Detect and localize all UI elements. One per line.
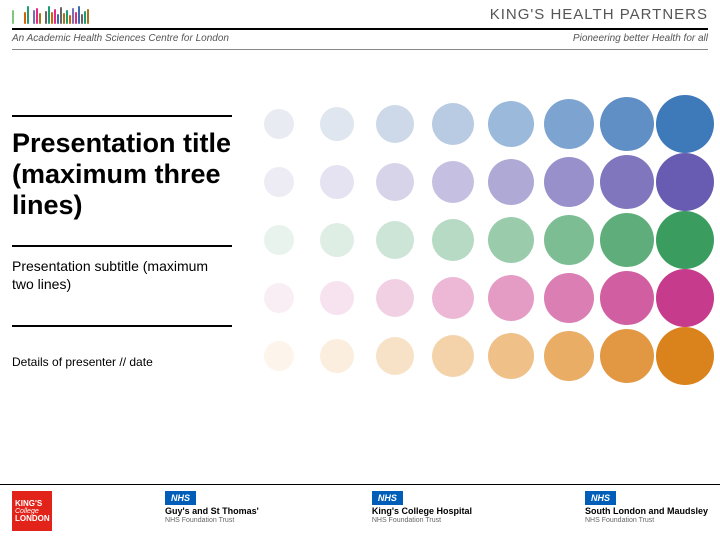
- partner-name: Guy's and St Thomas': [165, 506, 259, 516]
- partner-sub: NHS Foundation Trust: [585, 517, 654, 524]
- palette-dot: [264, 283, 294, 313]
- partner-sub: NHS Foundation Trust: [372, 517, 441, 524]
- partner-logo: KING'SCollegeLONDON: [12, 491, 52, 531]
- presentation-subtitle: Presentation subtitle (maximum two lines…: [12, 258, 232, 293]
- palette-dot: [320, 281, 354, 315]
- palette-dot: [600, 271, 654, 325]
- kcl-logo: KING'SCollegeLONDON: [12, 491, 52, 531]
- palette-dot: [544, 273, 594, 323]
- footer: KING'SCollegeLONDONNHSGuy's and St Thoma…: [0, 484, 720, 532]
- palette-dot: [320, 165, 354, 199]
- palette-dot: [376, 105, 414, 143]
- palette-dot: [656, 153, 714, 211]
- partner-logo: NHSSouth London and MaudsleyNHS Foundati…: [585, 491, 708, 524]
- palette-dot: [264, 167, 294, 197]
- partner-logo: NHSKing's College HospitalNHS Foundation…: [372, 491, 472, 524]
- palette-dot: [488, 101, 534, 147]
- palette-dot: [376, 337, 414, 375]
- palette-dot: [656, 95, 714, 153]
- palette-dot: [656, 327, 714, 385]
- palette-dot: [264, 341, 294, 371]
- palette-dot: [600, 97, 654, 151]
- palette-dot: [488, 333, 534, 379]
- palette-dot: [320, 107, 354, 141]
- palette-dot: [320, 223, 354, 257]
- palette-dot: [376, 279, 414, 317]
- palette-dot: [488, 159, 534, 205]
- palette-dot: [488, 217, 534, 263]
- palette-dot: [656, 269, 714, 327]
- header: KING'S HEALTH PARTNERS An Academic Healt…: [0, 0, 720, 50]
- header-top: KING'S HEALTH PARTNERS: [12, 0, 708, 30]
- partner-name: South London and Maudsley: [585, 506, 708, 516]
- palette-dot: [376, 221, 414, 259]
- dot-grid: [250, 95, 720, 415]
- palette-dot: [320, 339, 354, 373]
- partner-name: King's College Hospital: [372, 506, 472, 516]
- partner-logo: NHSGuy's and St Thomas'NHS Foundation Tr…: [165, 491, 259, 524]
- brand-barcode-icon: [12, 4, 89, 24]
- header-sub: An Academic Health Sciences Centre for L…: [12, 30, 708, 50]
- palette-dot: [600, 155, 654, 209]
- palette-dot: [432, 161, 474, 203]
- tagline-left: An Academic Health Sciences Centre for L…: [12, 33, 229, 44]
- content-rule: [12, 245, 232, 247]
- palette-dot: [656, 211, 714, 269]
- content-rule: [12, 115, 232, 117]
- nhs-badge: NHS: [372, 491, 403, 505]
- palette-dot: [264, 109, 294, 139]
- presenter-details: Details of presenter // date: [12, 355, 232, 369]
- palette-dot: [600, 213, 654, 267]
- palette-dot: [488, 275, 534, 321]
- brand-name: KING'S HEALTH PARTNERS: [490, 6, 708, 23]
- palette-dot: [432, 219, 474, 261]
- palette-dot: [432, 103, 474, 145]
- palette-dot: [264, 225, 294, 255]
- palette-dot: [376, 163, 414, 201]
- content-rule: [12, 325, 232, 327]
- palette-dot: [432, 335, 474, 377]
- tagline-right: Pioneering better Health for all: [573, 33, 708, 44]
- palette-dot: [544, 99, 594, 149]
- palette-dot: [544, 215, 594, 265]
- palette-dot: [544, 157, 594, 207]
- nhs-badge: NHS: [165, 491, 196, 505]
- palette-dot: [432, 277, 474, 319]
- palette-dot: [544, 331, 594, 381]
- nhs-badge: NHS: [585, 491, 616, 505]
- presentation-title: Presentation title (maximum three lines): [12, 128, 232, 221]
- palette-dot: [600, 329, 654, 383]
- partner-sub: NHS Foundation Trust: [165, 517, 234, 524]
